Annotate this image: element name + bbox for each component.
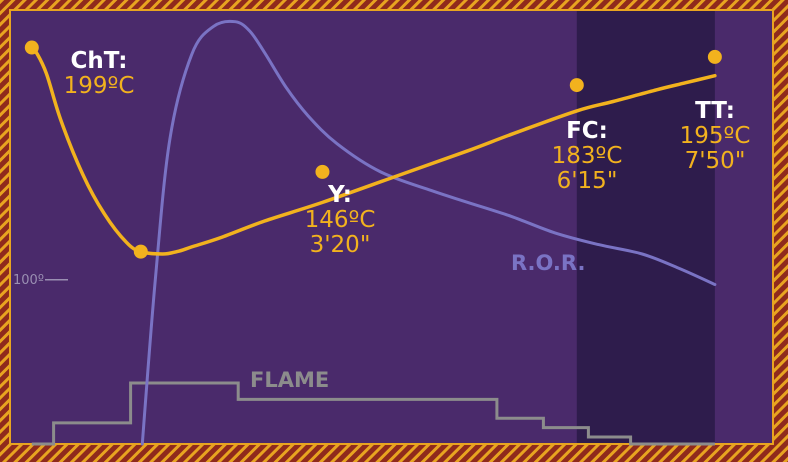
event-temp-label: 199ºC [64, 73, 135, 99]
ror-series-line [140, 19, 717, 446]
event-time-label: 6'15" [557, 168, 618, 194]
event-name-label: TT: [695, 98, 735, 124]
event-time-label: 3'20" [310, 232, 371, 258]
development-zone [576, 11, 715, 443]
event-temp-label: 183ºC [552, 143, 623, 169]
ror-series-label: R.O.R. [511, 251, 585, 275]
event-time-label: 7'50" [685, 148, 746, 174]
event-marker-total_time [707, 49, 722, 64]
event-marker-yellow [315, 164, 330, 179]
bean-temp-series-line [30, 45, 717, 256]
event-marker-charge [24, 40, 39, 55]
event-temp-label: 146ºC [305, 207, 376, 233]
y-tick-label: 100º [13, 273, 44, 288]
event-name-label: Y: [327, 182, 352, 208]
flame-series-label: FLAME [250, 368, 329, 392]
event-temp-label: 195ºC [680, 123, 751, 149]
event-name-label: FC: [566, 118, 608, 144]
event-marker-first_crack [569, 78, 584, 93]
flame-series-line [31, 381, 715, 446]
event-marker-turning [133, 244, 148, 259]
event-name-label: ChT: [71, 48, 128, 74]
